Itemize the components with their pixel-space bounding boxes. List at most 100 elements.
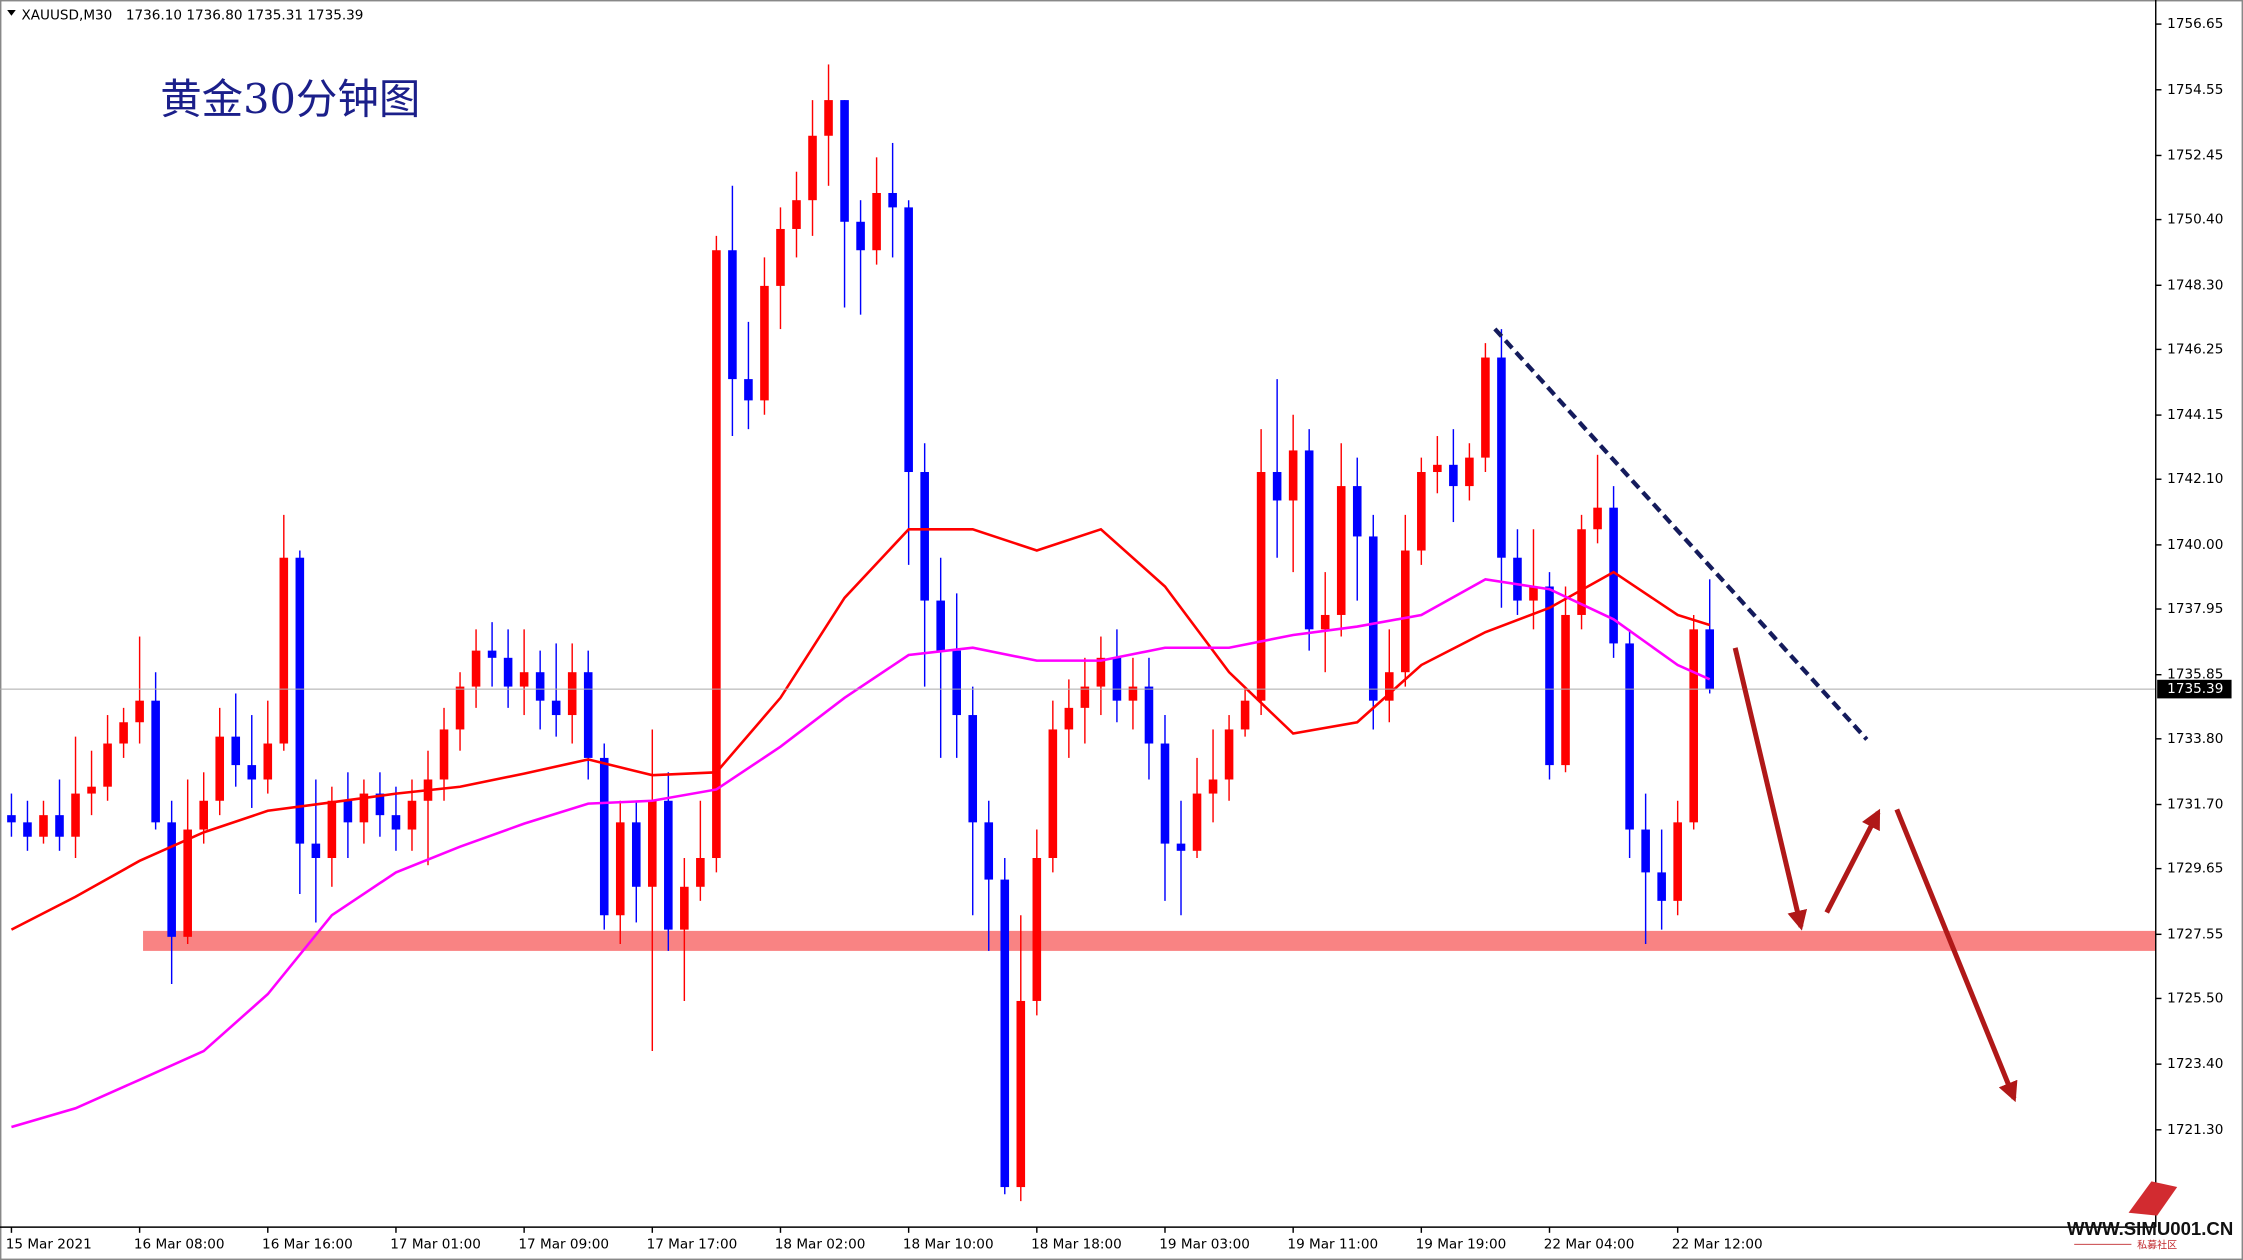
candle-body [55, 815, 64, 837]
y-tick-label: 1729.65 [2167, 861, 2223, 877]
candle-body [519, 672, 529, 687]
y-tick-label: 1744.15 [2167, 407, 2223, 423]
x-tick-label: 19 Mar 11:00 [1287, 1236, 1378, 1252]
candle-body [1144, 686, 1154, 744]
candle-body [1401, 550, 1410, 673]
candle-body [327, 800, 337, 859]
candle-body [1128, 686, 1138, 701]
candle-body [295, 557, 305, 844]
candle-body [648, 800, 657, 887]
candle-body [760, 285, 769, 401]
y-tick-label: 1752.45 [2167, 147, 2223, 163]
candle-body [1577, 529, 1586, 615]
moving-average [11, 578, 1711, 1129]
candle-body [215, 736, 225, 801]
candle-body [183, 829, 192, 937]
candle-body [535, 672, 545, 701]
candle-body [792, 200, 801, 229]
candle-body [103, 743, 112, 787]
x-tick-label: 18 Mar 10:00 [903, 1236, 994, 1252]
candle-body [712, 250, 721, 859]
candle-body [728, 250, 737, 380]
candle-body [375, 793, 385, 816]
candle-body [1673, 822, 1682, 901]
y-tick-label: 1725.50 [2167, 990, 2223, 1006]
candle-body [904, 207, 913, 473]
candle-body [1112, 657, 1122, 701]
watermark: WWW.SIMU001.CN 私募社区 [2067, 1181, 2233, 1252]
candle-body [1609, 507, 1618, 644]
candle-body [1048, 729, 1058, 859]
x-tick-label: 19 Mar 03:00 [1159, 1236, 1250, 1252]
candle-body [968, 715, 978, 823]
chart-title: 黄金30分钟图 [160, 75, 420, 123]
forecast-arrow [1824, 808, 1881, 914]
candle-body [359, 793, 369, 823]
y-tick-label: 1748.30 [2167, 277, 2223, 293]
candle-body [1240, 700, 1250, 730]
candle-body [1352, 486, 1362, 537]
candle-body [1481, 357, 1490, 458]
candle-body [920, 472, 929, 601]
candle-body [631, 822, 641, 887]
candle-body [1625, 643, 1634, 830]
candle-body [71, 793, 80, 837]
x-tick-label: 22 Mar 04:00 [1544, 1236, 1635, 1252]
y-tick-label: 1740.00 [2167, 537, 2223, 553]
candle-body [1497, 357, 1506, 558]
candle-body [263, 743, 273, 780]
x-tick-label: 18 Mar 18:00 [1031, 1236, 1122, 1252]
candle-body [1593, 507, 1602, 530]
candle-body [407, 800, 417, 830]
plot-area [0, 64, 2156, 1202]
candle-body [952, 650, 961, 716]
current-price-tag [2157, 679, 2232, 699]
candle-body [1705, 629, 1715, 690]
trendline [1493, 327, 1869, 741]
candle-body [1529, 586, 1538, 601]
candle-body [1208, 779, 1218, 794]
candle-body [615, 822, 625, 916]
watermark-site: WWW.SIMU001.CN [2067, 1218, 2233, 1239]
candle-body [936, 600, 945, 651]
candle-body [1256, 472, 1266, 701]
symbol-menu[interactable] [7, 10, 16, 16]
candle-body [39, 815, 48, 837]
candle-body [1417, 472, 1426, 551]
candle-body [391, 815, 401, 830]
candle-body [1064, 707, 1074, 730]
candle-body [1176, 843, 1186, 851]
candle-body [1320, 614, 1330, 630]
candle-body [343, 800, 353, 823]
candle-body [1368, 536, 1378, 701]
y-tick-label: 1733.80 [2167, 731, 2223, 747]
x-tick-label: 19 Mar 19:00 [1416, 1236, 1507, 1252]
candle-body [567, 672, 577, 716]
candle-body [856, 221, 865, 251]
candle-body [808, 135, 817, 201]
candle-body [455, 686, 465, 730]
y-tick-label: 1756.65 [2167, 16, 2223, 32]
x-tick-label: 16 Mar 16:00 [262, 1236, 353, 1252]
candle-body [840, 100, 849, 222]
candle-body [279, 557, 289, 744]
candle-body [503, 657, 513, 687]
candle-body [487, 650, 497, 658]
forecast-arrow [1894, 808, 2018, 1103]
candle-body [199, 800, 208, 830]
candle-body [1000, 879, 1010, 1188]
ohlc-info: 1736.10 1736.80 1735.31 1735.39 [126, 8, 364, 24]
x-tick-label: 18 Mar 02:00 [775, 1236, 866, 1252]
candle-body [1224, 729, 1234, 780]
candle-body [776, 228, 785, 286]
candle-body [1561, 614, 1570, 766]
candle-body [311, 843, 321, 859]
x-tick-label: 15 Mar 2021 [6, 1236, 92, 1252]
candle-body [231, 736, 241, 766]
y-tick-label: 1754.55 [2167, 82, 2223, 98]
candle-body [1513, 557, 1522, 601]
candle-body [1465, 457, 1474, 487]
candle-body [151, 700, 160, 823]
